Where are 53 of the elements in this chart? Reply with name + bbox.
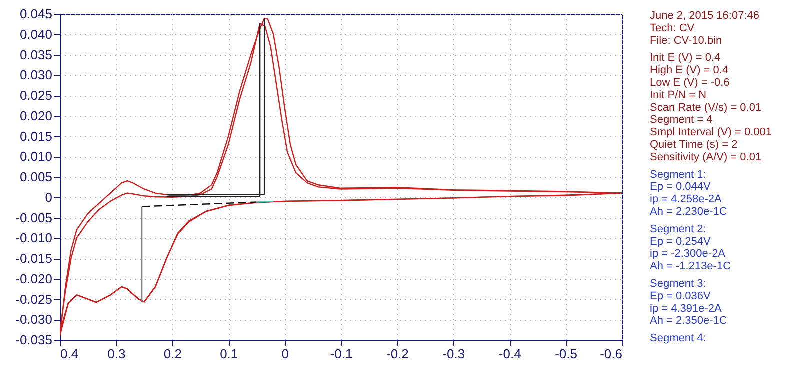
text: Ep = 0.044V (650, 181, 712, 194)
text: Segment 4: (650, 332, 706, 345)
x-tick-label: -0.3 (442, 346, 466, 362)
x-tick-label: 0.1 (220, 346, 238, 362)
text: Segment = 4 (650, 114, 713, 126)
y-tick-label: 0.005 (20, 170, 52, 184)
y-tick-label: -0.035 (16, 332, 52, 348)
x-tick-label: -0.4 (498, 346, 522, 362)
y-tick-label: 0 (45, 190, 52, 205)
text: ip = 4.391e-2A (650, 302, 723, 315)
text: Segment 3: (650, 278, 706, 290)
text: Ah = -1.213e-1C (650, 260, 732, 273)
x-tick-label: -0.5 (555, 346, 578, 362)
x-tick-label: 0.2 (164, 346, 182, 362)
y-tick-label: 0.040 (20, 26, 52, 42)
text: Init E (V) = 0.4 (650, 52, 721, 64)
y-tick-label: -0.025 (16, 292, 52, 307)
text: June 2, 2015 16:07:46 (650, 10, 760, 22)
x-tick-label: 0.3 (108, 346, 126, 362)
text: ip = -2.300e-2A (650, 248, 726, 260)
text: Ah = 2.230e-1C (650, 206, 728, 218)
y-tick-label: 0.030 (20, 68, 52, 83)
x-tick-label: -0.1 (330, 346, 353, 362)
y-tick-label: -0.020 (16, 271, 52, 286)
text: File: CV-10.bin (650, 34, 722, 47)
text: High E (V) = 0.4 (650, 64, 729, 77)
y-tick-label: 0.025 (20, 88, 52, 103)
y-tick-label: -0.010 (16, 230, 52, 246)
y-tick-label: -0.030 (16, 312, 52, 328)
text: Low E (V) = -0.6 (650, 77, 730, 89)
text: Quiet Time (s) = 2 (650, 139, 738, 151)
text: Init P/N = N (650, 89, 707, 102)
y-tick-label: -0.005 (16, 210, 52, 226)
text: Scan Rate (V/s) = 0.01 (650, 102, 762, 114)
x-tick-label: 0.4 (60, 346, 79, 362)
y-tick-label: -0.015 (16, 251, 52, 266)
text: Segment 2: (650, 223, 706, 236)
y-tick-label: 0.010 (20, 149, 52, 164)
text: Tech: CV (650, 22, 696, 34)
text: Smpl Interval (V) = 0.001 (650, 126, 772, 139)
text: Ah = 2.350e-1C (650, 315, 728, 328)
x-tick-label: -0.6 (600, 346, 622, 362)
x-tick-label: -0.2 (386, 346, 409, 362)
y-tick-label: 0.045 (20, 6, 52, 22)
x-tick-label: 0 (282, 346, 289, 362)
text: Sensitivity (A/V) = 0.01 (650, 151, 762, 164)
y-tick-label: 0.015 (20, 128, 52, 144)
y-tick-label: 0.020 (20, 108, 52, 124)
text: Ep = 0.254V (650, 236, 712, 248)
y-tick-label: 0.035 (20, 47, 52, 62)
text: ip = 4.258e-2A (650, 194, 723, 206)
text: Ep = 0.036V (650, 290, 712, 302)
text: Segment 1: (650, 168, 706, 181)
